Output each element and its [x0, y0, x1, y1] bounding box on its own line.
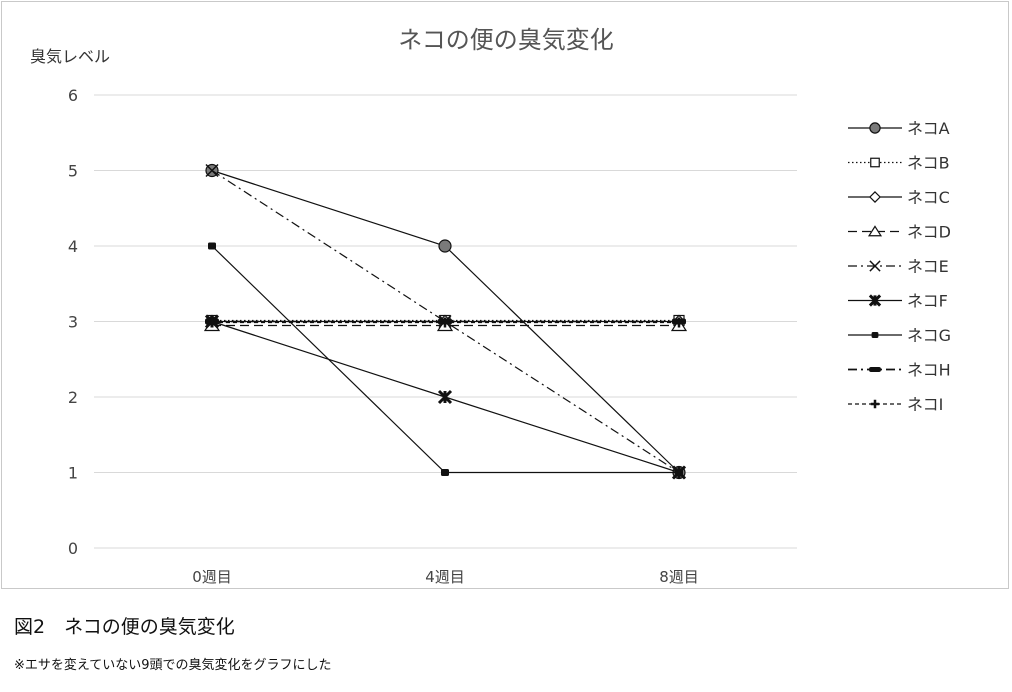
legend-marker — [869, 366, 881, 373]
data-point-8-0 — [207, 317, 217, 328]
legend-label: ネコH — [907, 361, 951, 380]
legend-marker — [869, 260, 881, 272]
marker-circle — [869, 122, 881, 134]
marker-plus — [207, 317, 217, 328]
data-point-5-1 — [437, 389, 453, 405]
marker-x — [205, 163, 219, 178]
legend-marker — [869, 191, 881, 203]
data-point-6-0 — [208, 242, 216, 250]
x-tick-label: 4週目 — [425, 568, 465, 586]
legend-label: ネコI — [907, 395, 943, 414]
figure-note: ※エサを変えていない9頭での臭気変化をグラフにした — [14, 658, 332, 673]
marker-circle — [438, 239, 452, 253]
marker-star — [437, 389, 453, 405]
data-point-6-1 — [441, 469, 449, 476]
y-tick-label: 4 — [68, 237, 78, 256]
legend-marker — [869, 122, 881, 134]
marker-square-filled — [675, 469, 683, 476]
data-point-0-1 — [438, 239, 452, 253]
marker-square — [870, 157, 880, 168]
legend-label: ネコB — [907, 154, 950, 173]
marker-x — [869, 260, 881, 272]
legend-label: ネコE — [907, 257, 949, 276]
legend-label: ネコD — [907, 223, 951, 242]
data-point-6-2 — [675, 469, 683, 476]
marker-square-filled — [208, 242, 216, 250]
y-tick-label: 5 — [68, 162, 78, 181]
legend-label: ネコA — [907, 119, 950, 138]
marker-dash — [869, 366, 881, 373]
chart-title: ネコの便の臭気変化 — [398, 26, 614, 54]
x-tick-label: 0週目 — [192, 568, 232, 586]
marker-triangle — [867, 225, 883, 237]
y-axis-label: 臭気レベル — [30, 47, 110, 66]
y-tick-label: 3 — [68, 313, 78, 332]
x-tick-label: 8週目 — [659, 568, 699, 586]
legend-marker — [870, 157, 880, 168]
legend-marker — [870, 399, 880, 409]
series-line-4 — [211, 169, 680, 474]
marker-star — [868, 294, 882, 307]
marker-square-filled — [871, 332, 879, 338]
legend-marker — [868, 294, 882, 307]
marker-plus — [674, 317, 684, 328]
chart-frame: ネコの便の臭気変化臭気レベル 0 1 2 3 4 5 6 0週目 4週目 8週目 ネコA ネコB ネコC ネ… — [1, 1, 1009, 589]
data-point-8-2 — [674, 317, 684, 328]
legend-label: ネコG — [907, 326, 951, 345]
y-tick-label: 1 — [68, 464, 78, 483]
legend-label: ネコF — [907, 292, 948, 311]
y-tick-label: 6 — [68, 86, 78, 105]
marker-plus — [440, 317, 450, 328]
legend-marker — [867, 225, 883, 237]
marker-square-filled — [441, 469, 449, 476]
series-line-6 — [211, 245, 679, 474]
data-point-8-1 — [440, 317, 450, 328]
y-tick-label: 0 — [68, 539, 78, 558]
marker-diamond — [869, 191, 881, 203]
data-point-4-0 — [205, 163, 219, 178]
legend-label: ネコC — [907, 188, 950, 207]
figure-caption: 図2 ネコの便の臭気変化 — [14, 616, 235, 638]
y-tick-label: 2 — [68, 388, 78, 407]
marker-plus — [870, 399, 880, 409]
legend-marker — [871, 332, 879, 338]
